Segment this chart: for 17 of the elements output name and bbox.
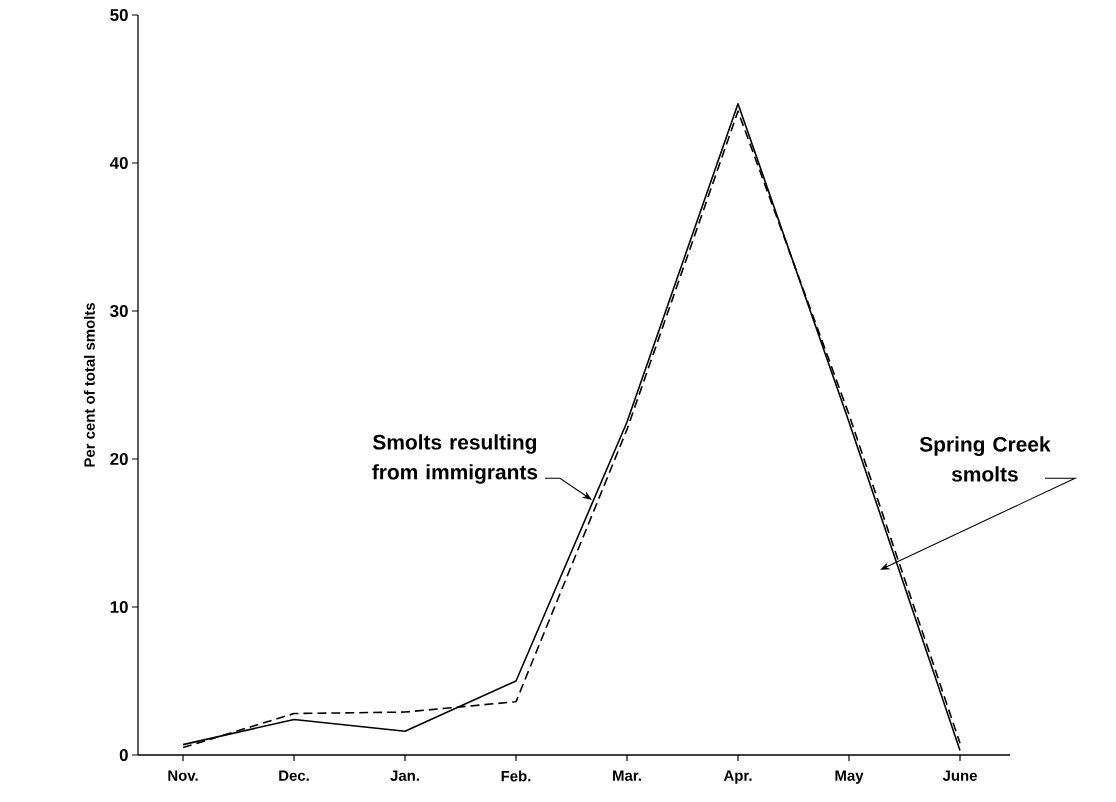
y-tick-label: 20 xyxy=(110,452,128,465)
text: Smolts resulting from immigrants xyxy=(372,434,538,484)
text: Spring Creek smolts xyxy=(919,436,1051,482)
x-tick-label: May xyxy=(835,770,864,784)
y-tick-label: 0 xyxy=(119,748,128,761)
x-tick-label: June xyxy=(942,770,977,781)
y-tick-label: 10 xyxy=(110,600,128,613)
y-tick-label: 30 xyxy=(110,304,128,317)
x-tick-label: Nov. xyxy=(168,770,198,781)
y-axis-title: Per cent of total smolts xyxy=(83,302,95,467)
x-tick-label: Apr. xyxy=(723,770,752,784)
y-tick-label: 50 xyxy=(110,8,128,21)
x-tick-label: Feb. xyxy=(501,770,531,782)
x-tick-label: Dec. xyxy=(279,770,309,781)
x-tick-label: Mar. xyxy=(613,770,641,781)
x-tick-label: Jan. xyxy=(390,770,419,781)
y-tick-label: 40 xyxy=(109,156,128,169)
